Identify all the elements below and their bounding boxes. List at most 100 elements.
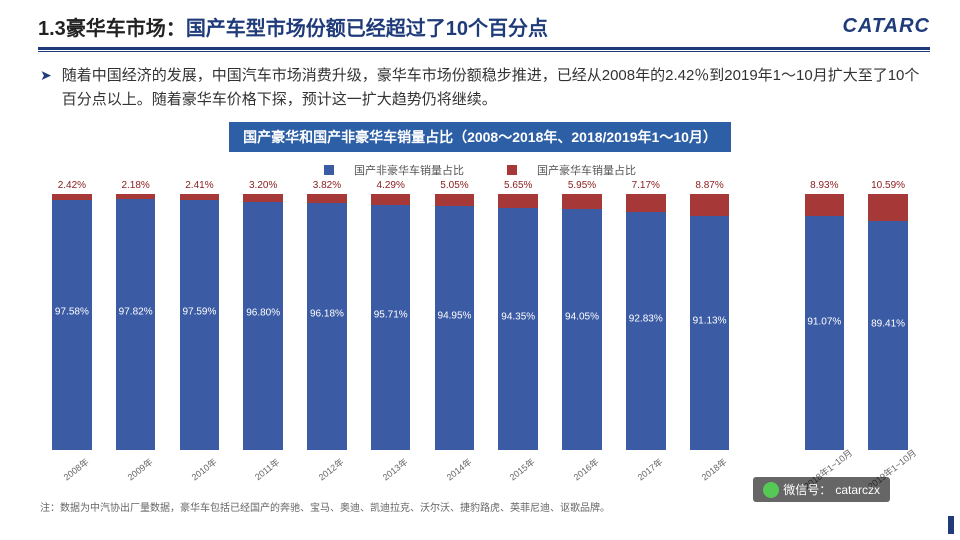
bar-label-luxury: 3.20% (249, 180, 277, 191)
bar-slot: 94.35% 5.65% (486, 180, 550, 450)
x-axis-label: 2018年 (684, 444, 742, 494)
bar: 97.82% 2.18% (116, 180, 156, 450)
chart-subtitle: 国产豪华和国产非豪华车销量占比（2008～2018年、2018/2019年1～1… (229, 122, 731, 152)
legend-swatch-luxury (507, 165, 517, 175)
chart-legend: 国产非豪华车销量占比 国产豪华车销量占比 (0, 162, 960, 178)
section-number: 1.3 (38, 18, 66, 40)
bar-segment-luxury: 3.20% (243, 194, 283, 202)
section-label: 豪华车市场： (66, 18, 186, 40)
bar-label-nonluxury: 96.80% (246, 308, 280, 319)
bullet-text: 随着中国经济的发展，中国汽车市场消费升级，豪华车市场份额稳步推进，已经从2008… (62, 64, 920, 112)
legend-item-nonluxury: 国产非豪华车销量占比 (314, 162, 474, 178)
bar: 97.58% 2.42% (52, 180, 92, 450)
bar-segment-luxury: 8.87% (690, 194, 730, 217)
bar-label-nonluxury: 97.59% (182, 307, 216, 318)
bar-segment-nonluxury: 92.83% (626, 212, 666, 450)
bullet-paragraph: ➤ 随着中国经济的发展，中国汽车市场消费升级，豪华车市场份额稳步推进，已经从20… (0, 60, 960, 116)
x-axis-label: 2012年 (302, 444, 360, 494)
bar-label-nonluxury: 94.35% (501, 311, 535, 322)
logo: CATARC (843, 15, 930, 38)
bar-slot: 91.13%8.87% (678, 180, 742, 450)
bar-segment-nonluxury: 95.71% (371, 205, 411, 450)
wechat-badge: 微信号： catarczx (753, 477, 890, 502)
bar-slot: 89.41% 10.59% (856, 180, 920, 450)
legend-item-luxury: 国产豪华车销量占比 (497, 162, 646, 178)
bar-segment-nonluxury: 91.13% (690, 216, 730, 450)
bar-slot: 94.05% 5.95% (550, 180, 614, 450)
corner-decoration (948, 516, 954, 534)
x-axis-label: 2015年 (493, 444, 551, 494)
bar-label-luxury: 5.05% (440, 180, 468, 191)
bar-segment-nonluxury: 94.95% (435, 206, 475, 450)
bar-segment-nonluxury: 97.58% (52, 200, 92, 450)
bar-label-nonluxury: 89.41% (871, 318, 905, 329)
chart-subtitle-wrap: 国产豪华和国产非豪华车销量占比（2008～2018年、2018/2019年1～1… (0, 122, 960, 152)
bar-label-nonluxury: 92.83% (629, 314, 663, 325)
x-axis-label: 2008年 (47, 444, 105, 494)
bar-label-luxury: 3.82% (313, 180, 341, 191)
bar-label-luxury: 4.29% (377, 180, 405, 191)
bar: 91.13%8.87% (690, 180, 730, 450)
bar-segment-luxury: 8.93% (805, 194, 845, 217)
bar-segment-nonluxury: 96.80% (243, 202, 283, 450)
bar-label-luxury: 8.93% (810, 180, 838, 191)
bar: 92.83% 7.17% (626, 180, 666, 450)
bar-segment-luxury: 5.05% (435, 194, 475, 207)
bar: 94.35% 5.65% (498, 180, 538, 450)
legend-label-nonluxury: 国产非豪华车销量占比 (354, 162, 464, 178)
bar-segment-nonluxury: 94.35% (498, 208, 538, 450)
wechat-icon (763, 482, 779, 498)
bar-segment-luxury: 3.82% (307, 194, 347, 204)
wechat-prefix: 微信号： (783, 481, 831, 498)
bar-label-luxury: 10.59% (871, 180, 905, 191)
wechat-id: catarczx (835, 483, 880, 497)
bar-label-nonluxury: 97.58% (55, 307, 89, 318)
bar-segment-luxury: 10.59% (868, 194, 908, 221)
bar-segment-nonluxury: 97.82% (116, 199, 156, 450)
bar-segment-luxury: 4.29% (371, 194, 411, 205)
bar-slot: 92.83% 7.17% (614, 180, 678, 450)
bar-label-luxury: 2.18% (121, 180, 149, 191)
bar-segment-luxury: 7.17% (626, 194, 666, 212)
bar-segment-nonluxury: 89.41% (868, 221, 908, 450)
stacked-bar-chart: 97.58% 2.42% 97.82% 2.18% 97.59% 2.41% 96.80% 3… (40, 180, 920, 450)
bar-label-luxury: 2.42% (58, 180, 86, 191)
bar-segment-nonluxury: 91.07% (805, 216, 845, 450)
legend-swatch-nonluxury (324, 165, 334, 175)
bar-slot: 97.58% 2.42% (40, 180, 104, 450)
bar-label-nonluxury: 94.05% (565, 312, 599, 323)
bar-label-nonluxury: 96.18% (310, 309, 344, 320)
bar-segment-luxury: 2.41% (180, 194, 220, 200)
bar: 95.71% 4.29% (371, 180, 411, 450)
bar: 91.07% 8.93% (805, 180, 845, 450)
bar: 96.18% 3.82% (307, 180, 347, 450)
x-axis-label: 2016年 (557, 444, 615, 494)
bar-slot: 91.07% 8.93% (792, 180, 856, 450)
bar-segment-nonluxury: 94.05% (562, 209, 602, 450)
x-axis-label: 2013年 (366, 444, 424, 494)
bar-label-luxury: 5.95% (568, 180, 596, 191)
x-axis-label: 2011年 (238, 444, 296, 494)
bar-slot: 94.95%5.05% (423, 180, 487, 450)
divider-thick (38, 47, 930, 50)
bar-label-nonluxury: 95.71% (374, 309, 408, 320)
bar-label-nonluxury: 91.07% (807, 316, 841, 327)
bar-label-luxury: 7.17% (632, 180, 660, 191)
bar-label-luxury: 5.65% (504, 180, 532, 191)
header: 1.3豪华车市场：国产车型市场份额已经超过了10个百分点 CATARC (0, 0, 960, 47)
bar-label-luxury: 2.41% (185, 180, 213, 191)
bar-slot: 96.80% 3.20% (231, 180, 295, 450)
x-axis-labels: 2008年2009年2010年2011年2012年2013年2014年2015年… (40, 450, 920, 477)
bar: 94.95%5.05% (435, 180, 475, 450)
bar: 94.05% 5.95% (562, 180, 602, 450)
bar-segment-luxury: 2.42% (52, 194, 92, 200)
bar-label-nonluxury: 97.82% (119, 307, 153, 318)
bar-segment-luxury: 5.95% (562, 194, 602, 209)
x-axis-label: 2014年 (429, 444, 487, 494)
bar-slot: 96.18% 3.82% (295, 180, 359, 450)
x-axis-label: 2010年 (174, 444, 232, 494)
bar-label-luxury: 8.87% (695, 180, 723, 191)
title-text: 国产车型市场份额已经超过了10个百分点 (186, 18, 548, 40)
bar-slot: 97.82% 2.18% (104, 180, 168, 450)
bar-slot: 95.71% 4.29% (359, 180, 423, 450)
